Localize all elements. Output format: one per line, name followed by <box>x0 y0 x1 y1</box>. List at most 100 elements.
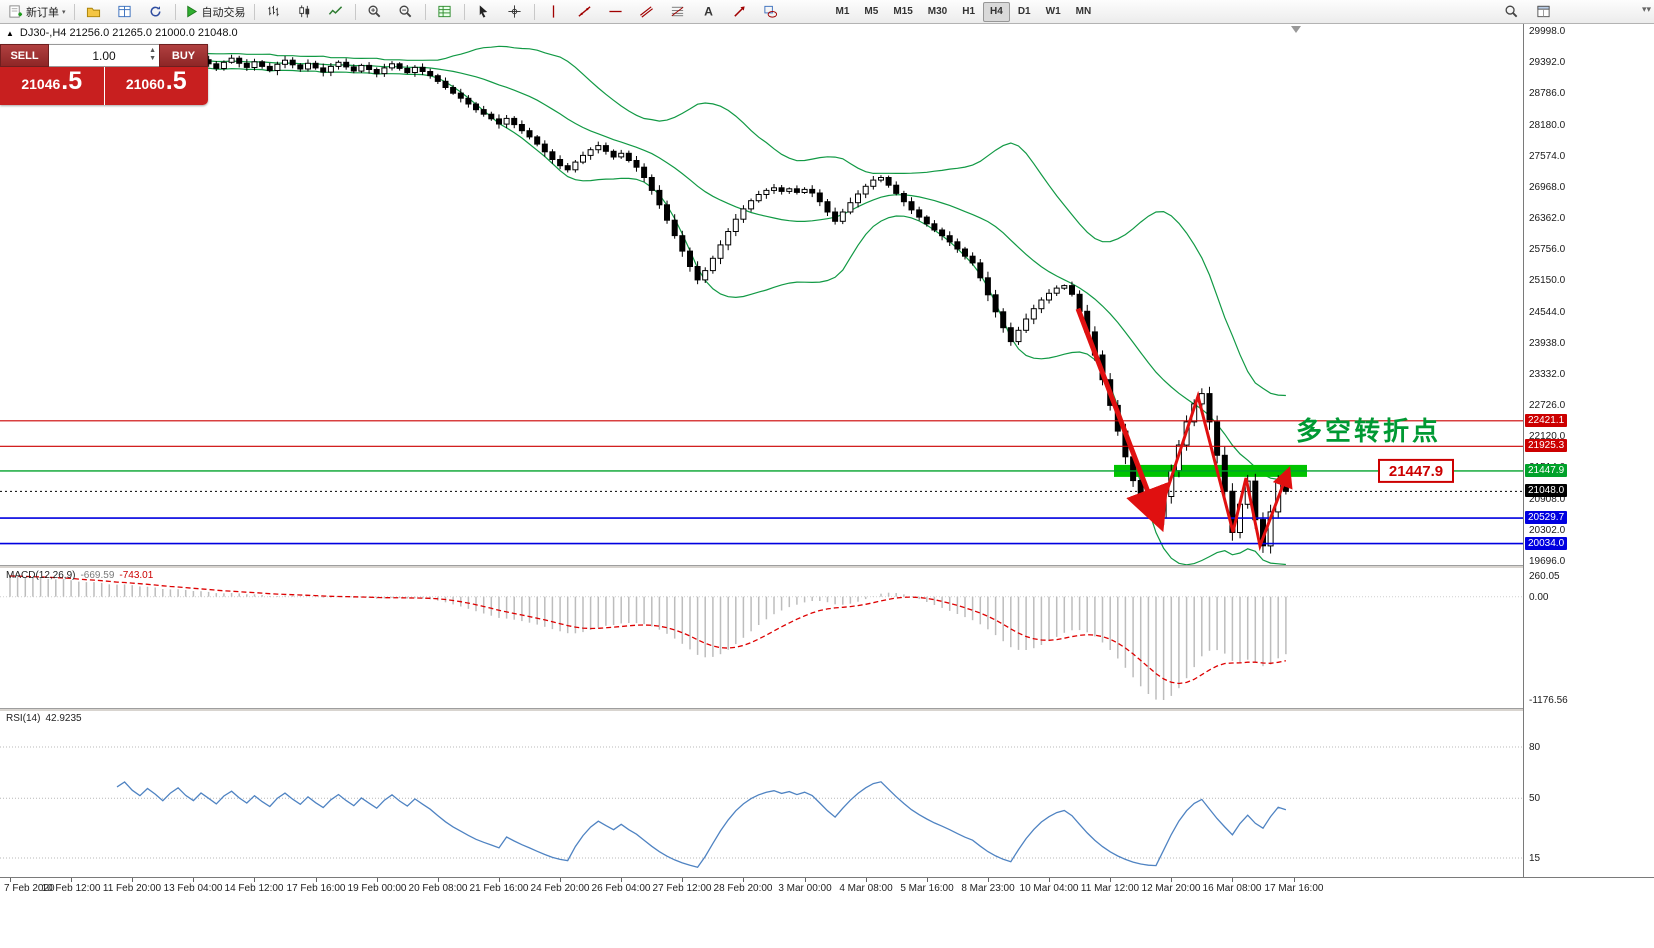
time-label: 3 Mar 00:00 <box>778 883 832 894</box>
rsi-chart[interactable] <box>0 711 1523 877</box>
spinner-up-icon[interactable]: ▲ <box>149 47 156 54</box>
timeframe-d1[interactable]: D1 <box>1017 6 1031 17</box>
time-label: 10 Feb 12:00 <box>41 883 101 894</box>
spinner-down-icon[interactable]: ▼ <box>149 55 156 62</box>
search-icon <box>1504 4 1519 19</box>
horizontal-levels[interactable] <box>0 420 1523 545</box>
cursor-button[interactable] <box>469 1 499 23</box>
macd-title: MACD(12,26,9) -669.59 -743.01 <box>6 570 153 581</box>
toolbar-separator <box>424 3 426 20</box>
price-tick-label: 20908.0 <box>1529 494 1566 505</box>
rsi-scale-label: 50 <box>1529 793 1541 804</box>
timeframe-mn[interactable]: MN <box>1075 6 1092 17</box>
shapes-button[interactable] <box>756 1 786 23</box>
toolbar-overflow-icon[interactable]: ▾▾ <box>1641 4 1651 14</box>
rsi-panel[interactable]: RSI(14) 42.9235 <box>0 711 1523 877</box>
chart-shift-marker[interactable] <box>1291 26 1301 33</box>
zoom-in-icon <box>367 4 382 19</box>
sell-button[interactable]: SELL <box>0 44 49 67</box>
timeframe-h4[interactable]: H4 <box>983 1 1010 22</box>
volume-input[interactable] <box>67 47 141 64</box>
time-label: 16 Mar 08:00 <box>1202 883 1262 894</box>
toolbar-separator <box>533 3 535 20</box>
time-label: 13 Feb 04:00 <box>163 883 223 894</box>
text-tool[interactable]: A <box>694 1 724 23</box>
time-label: 21 Feb 16:00 <box>469 883 529 894</box>
indicators-icon <box>437 4 452 19</box>
autotrading-icon <box>184 4 199 19</box>
crosshair-icon <box>507 4 522 19</box>
data-window-button[interactable] <box>1528 1 1558 23</box>
time-label: 8 Mar 23:00 <box>961 883 1015 894</box>
macd-value-signal: -743.01 <box>119 570 154 581</box>
time-tick <box>560 878 561 882</box>
volume-spinner[interactable]: ▲ ▼ <box>149 47 156 63</box>
main-chart[interactable]: 多空转折点 21447.9 <box>0 24 1523 565</box>
vline-button[interactable] <box>539 1 569 23</box>
time-tick <box>866 878 867 882</box>
price-level-label: 22421.1 <box>1525 414 1568 427</box>
zoom-out-button[interactable] <box>391 1 421 23</box>
annotations[interactable]: 多空转折点 21447.9 <box>1296 416 1454 483</box>
time-label: 27 Feb 12:00 <box>652 883 712 894</box>
crosshair-button[interactable] <box>500 1 530 23</box>
timeframe-h1[interactable]: H1 <box>962 6 976 17</box>
fibonacci-button[interactable] <box>663 1 693 23</box>
macd-chart[interactable] <box>0 568 1523 708</box>
sell-price-button[interactable]: 21046 .5 <box>0 67 104 105</box>
symbol-marker-icon: ▲ <box>6 28 14 38</box>
price-tick-label: 29998.0 <box>1529 26 1566 37</box>
one-click-trading-panel: SELL ▲ ▼ BUY 21046 .5 21060 .5 <box>0 44 208 105</box>
hline-button[interactable] <box>601 1 631 23</box>
timeframe-m5[interactable]: M5 <box>864 6 879 17</box>
line-chart-button[interactable] <box>321 1 351 23</box>
market-watch-button[interactable] <box>110 1 140 23</box>
price-level-label: 21925.3 <box>1525 439 1568 452</box>
refresh-button[interactable] <box>141 1 171 23</box>
time-tick <box>1171 878 1172 882</box>
time-tick <box>499 878 500 882</box>
new-order-label: 新订单 <box>26 6 59 19</box>
arrow-tool-icon <box>732 4 747 19</box>
price-callout-box[interactable] <box>1378 458 1454 483</box>
buy-price-button[interactable]: 21060 .5 <box>104 67 208 105</box>
price-tick-label: 29392.0 <box>1529 57 1566 68</box>
candle-chart-button[interactable] <box>290 1 320 23</box>
buy-button[interactable]: BUY <box>159 44 208 67</box>
zoom-out-icon <box>398 4 413 19</box>
time-tick <box>193 878 194 882</box>
time-label: 11 Mar 12:00 <box>1080 883 1140 894</box>
arrow-tool[interactable] <box>725 1 755 23</box>
time-label: 11 Feb 20:00 <box>102 883 162 894</box>
macd-panel[interactable]: MACD(12,26,9) -669.59 -743.01 <box>0 568 1523 708</box>
autotrading-button[interactable]: 自动交易 <box>180 1 250 23</box>
profiles-button[interactable] <box>79 1 109 23</box>
timeframe-m30[interactable]: M30 <box>927 6 948 17</box>
bar-chart-button[interactable] <box>259 1 289 23</box>
time-label: 26 Feb 04:00 <box>591 883 651 894</box>
price-level-label: 20034.0 <box>1525 537 1568 550</box>
time-tick <box>1049 878 1050 882</box>
zoom-in-button[interactable] <box>360 1 390 23</box>
volume-box: ▲ ▼ <box>49 44 159 67</box>
price-scale[interactable]: 29998.0 29392.0 28786.0 28180.0 27574.0 26968… <box>1523 24 1654 877</box>
buy-price-small: 21060 <box>125 76 165 92</box>
trendline-button[interactable] <box>570 1 600 23</box>
main-chart-panel[interactable]: 多空转折点 21447.9 ▲ DJ30-,H4 21256.0 21265.0 … <box>0 24 1523 565</box>
channel-button[interactable] <box>632 1 662 23</box>
search-button[interactable] <box>1496 1 1526 23</box>
toolbar: 新订单 ▾ 自动交易 A M1 M5 M15 M30 H1 H4 D1 W1 MN <box>0 0 1654 24</box>
indicators-button[interactable] <box>430 1 460 23</box>
turning-point-text[interactable]: 多空转折点 <box>1296 416 1441 446</box>
timeframe-w1[interactable]: W1 <box>1045 6 1061 17</box>
trend-arrows[interactable] <box>1075 307 1293 552</box>
candle-chart-icon <box>297 4 312 19</box>
rsi-scale-label: 15 <box>1529 853 1541 864</box>
time-tick <box>316 878 317 882</box>
time-tick <box>1294 878 1295 882</box>
new-order-button[interactable]: 新订单 ▾ <box>4 1 70 23</box>
time-label: 10 Mar 04:00 <box>1019 883 1079 894</box>
time-scale[interactable]: 7 Feb 2020 10 Feb 12:00 11 Feb 20:00 13 Feb… <box>0 877 1654 898</box>
timeframe-m15[interactable]: M15 <box>893 6 913 17</box>
timeframe-m1[interactable]: M1 <box>835 6 850 17</box>
